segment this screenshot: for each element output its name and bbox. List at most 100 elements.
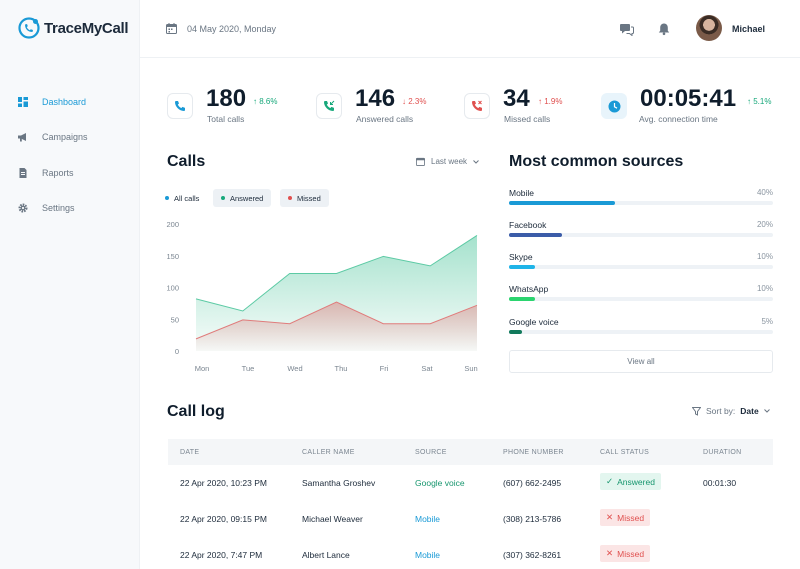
logo[interactable]: TraceMyCall xyxy=(18,17,129,39)
cell-source[interactable]: Google voice xyxy=(415,478,465,488)
close-icon: ✕ xyxy=(606,548,614,558)
source-bar-track xyxy=(509,201,773,205)
view-all-button[interactable]: View all xyxy=(509,350,773,373)
logo-mark-icon xyxy=(18,17,40,39)
cell-source[interactable]: Mobile xyxy=(415,514,441,524)
source-bar-track xyxy=(509,297,773,301)
cell-phone-number: (607) 662-2495 xyxy=(503,478,562,488)
stat-missed-calls: 34 ↑ 1.9% Missed calls xyxy=(464,85,584,126)
sidebar-item-dashboard[interactable]: Dashboard xyxy=(0,84,140,120)
legend-answered[interactable]: Answered xyxy=(213,189,272,207)
stat-label: Total calls xyxy=(207,114,245,124)
source-name: Mobile xyxy=(509,188,535,198)
x-tick-label: Tue xyxy=(242,364,255,373)
source-percent: 10% xyxy=(756,252,773,261)
source-bar-fill xyxy=(509,201,615,205)
cell-caller-name: Albert Lance xyxy=(302,550,350,560)
x-tick-label: Sat xyxy=(421,364,433,373)
source-percent: 20% xyxy=(756,220,773,229)
cell-caller-name: Samantha Groshev xyxy=(302,478,376,488)
source-bar-fill xyxy=(509,330,523,334)
report-icon xyxy=(19,167,27,178)
source-name: Google voice xyxy=(509,317,559,327)
phone-missed-icon xyxy=(464,93,490,119)
source-item: WhatsApp 10% xyxy=(509,284,773,306)
source-bar-fill xyxy=(509,233,562,237)
sidebar-item-campaigns[interactable]: Campaigns xyxy=(0,120,140,156)
y-tick-label: 100 xyxy=(166,284,179,293)
phone-icon xyxy=(167,93,193,119)
stat-value: 180 xyxy=(206,85,247,112)
table-row[interactable]: 22 Apr 2020, 7:47 PM Albert Lance Mobile… xyxy=(168,537,773,569)
bell-icon[interactable] xyxy=(657,22,671,36)
y-tick-label: 50 xyxy=(171,315,179,324)
status-label: Missed xyxy=(617,548,645,559)
date-text: 04 May 2020, Monday xyxy=(187,23,277,34)
legend-label: All calls xyxy=(174,193,200,203)
table-row[interactable]: 22 Apr 2020, 09:15 PM Michael Weaver Mob… xyxy=(168,501,773,537)
call-log-title: Call log xyxy=(167,403,225,420)
clock-icon xyxy=(601,93,627,119)
column-header-call-status[interactable]: CALL STATUS xyxy=(600,449,650,456)
calls-title: Calls xyxy=(167,153,206,170)
close-icon: ✕ xyxy=(606,512,614,522)
sidebar: TraceMyCall Dashboard Campaigns Raports … xyxy=(0,0,140,569)
stat-value: 146 xyxy=(355,85,396,112)
column-header-caller-name[interactable]: CALLER NAME xyxy=(302,449,355,456)
stat-delta: ↓ 2.3% xyxy=(402,97,427,106)
source-bar-fill xyxy=(509,297,536,301)
status-badge: ✓ Answered xyxy=(600,473,661,490)
top-bar: 04 May 2020, Monday Michael xyxy=(140,0,800,58)
source-name: Skype xyxy=(509,252,533,262)
column-header-phone-number[interactable]: PHONE NUMBER xyxy=(503,449,564,456)
sort-label: Sort by: xyxy=(706,406,736,416)
column-header-date[interactable]: DATE xyxy=(180,449,200,456)
sort-dropdown[interactable]: Sort by: Date xyxy=(692,406,770,416)
phone-incoming-icon xyxy=(316,93,342,119)
dashboard-icon xyxy=(18,96,28,107)
sidebar-item-raports[interactable]: Raports xyxy=(0,155,140,191)
stat-value: 00:05:41 xyxy=(640,85,737,112)
x-tick-label: Sun xyxy=(464,364,477,373)
table-header: DATE CALLER NAME SOURCE PHONE NUMBER CAL… xyxy=(168,439,773,465)
sidebar-nav: Dashboard Campaigns Raports Settings xyxy=(0,84,140,226)
cell-source[interactable]: Mobile xyxy=(415,550,441,560)
column-header-duration[interactable]: DURATION xyxy=(703,449,742,456)
x-tick-label: Fri xyxy=(380,364,389,373)
sidebar-item-label: Raports xyxy=(42,167,74,178)
sources-title: Most common sources xyxy=(509,153,684,170)
table-row[interactable]: 22 Apr 2020, 10:23 PM Samantha Groshev G… xyxy=(168,465,773,501)
user-name[interactable]: Michael xyxy=(732,24,766,34)
stat-avg-connection-time: 00:05:41 ↑ 5.1% Avg. connection time xyxy=(601,85,776,126)
sidebar-item-label: Settings xyxy=(42,203,75,214)
period-dropdown[interactable]: Last week xyxy=(416,157,479,166)
cell-caller-name: Michael Weaver xyxy=(302,514,363,524)
status-label: Answered xyxy=(617,476,655,487)
sidebar-item-settings[interactable]: Settings xyxy=(0,191,140,227)
current-date: 04 May 2020, Monday xyxy=(166,23,276,34)
status-badge: ✕ Missed xyxy=(600,545,651,562)
legend-missed[interactable]: Missed xyxy=(280,189,329,207)
legend-all-calls[interactable]: All calls xyxy=(157,189,207,207)
sort-value: Date xyxy=(740,406,759,416)
calendar-icon xyxy=(416,157,425,166)
chevron-down-icon xyxy=(473,159,479,164)
stat-total-calls: 180 ↑ 8.6% Total calls xyxy=(167,85,297,126)
chat-icon[interactable] xyxy=(620,22,634,36)
stat-answered-calls: 146 ↓ 2.3% Answered calls xyxy=(316,85,446,126)
column-header-source[interactable]: SOURCE xyxy=(415,449,447,456)
x-tick-label: Thu xyxy=(335,364,348,373)
stat-value: 34 xyxy=(503,85,530,112)
sidebar-item-label: Dashboard xyxy=(42,96,87,107)
stat-delta: ↑ 5.1% xyxy=(747,97,772,106)
legend-dot xyxy=(221,196,225,200)
source-name: WhatsApp xyxy=(509,284,549,294)
calls-chart: 0 50 100 150 200 Mon Tue Wed Thu Fri Sat Sun xyxy=(166,220,477,373)
source-item: Skype 10% xyxy=(509,252,773,274)
avatar[interactable] xyxy=(696,15,722,41)
stat-delta: ↑ 1.9% xyxy=(538,97,563,106)
source-bar-fill xyxy=(509,265,536,269)
legend-label: Missed xyxy=(297,193,321,203)
source-item: Google voice 5% xyxy=(509,317,773,339)
x-tick-label: Mon xyxy=(195,364,210,373)
